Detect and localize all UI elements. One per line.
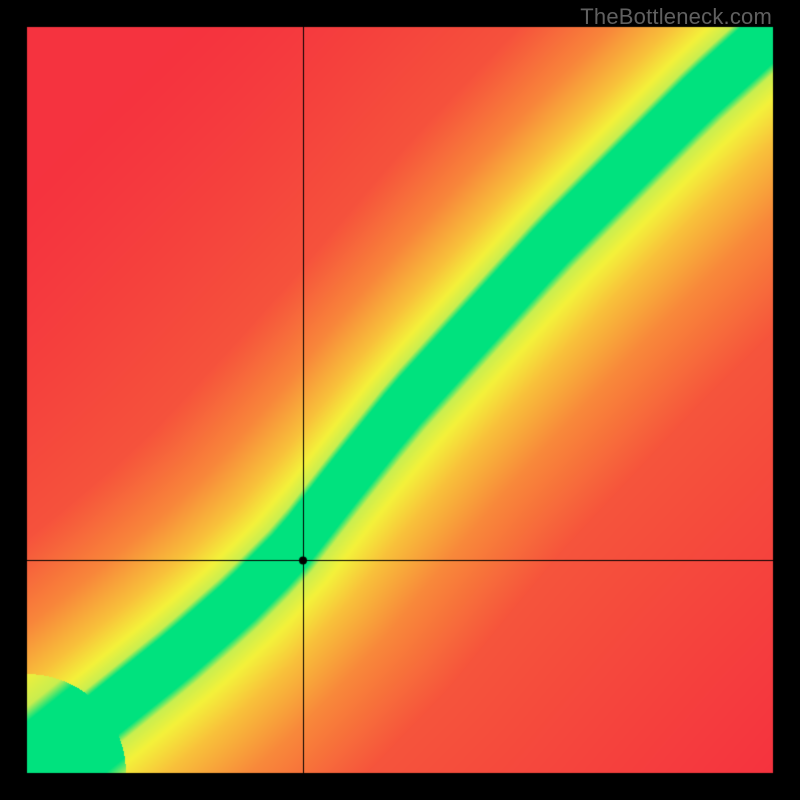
watermark-text: TheBottleneck.com <box>580 4 772 30</box>
bottleneck-heatmap-canvas <box>0 0 800 800</box>
